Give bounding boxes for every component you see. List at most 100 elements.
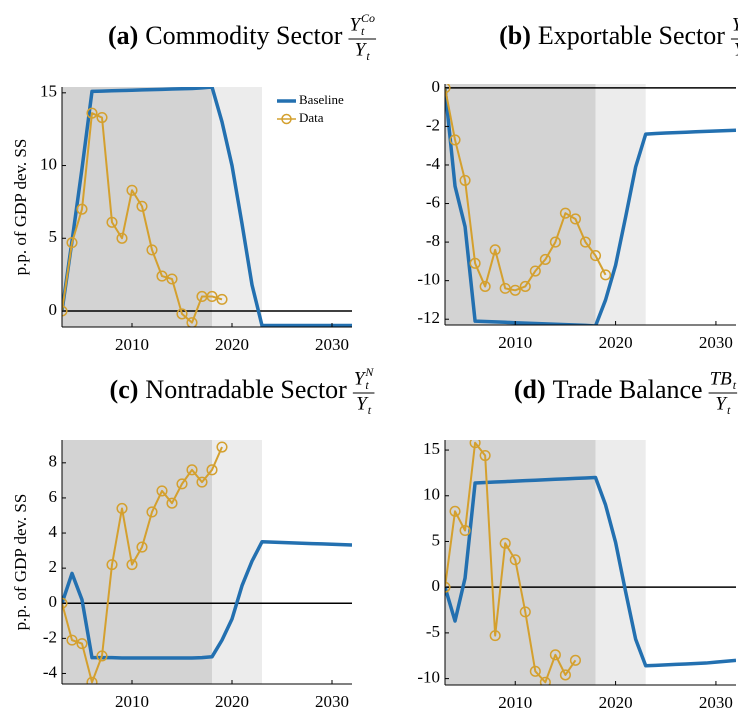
- data-point: [216, 441, 228, 453]
- data-point: [479, 449, 491, 462]
- title-text: (a) Commodity Sector: [108, 21, 343, 50]
- chart-title: (d) Trade Balance TB tY t: [514, 368, 738, 417]
- series-line: [62, 112, 223, 324]
- math-sub: t: [365, 378, 369, 392]
- data-point: [549, 649, 561, 661]
- y-tick-label: 0: [432, 576, 441, 595]
- data-point: [549, 236, 561, 248]
- data-point: [600, 269, 612, 281]
- title-fraction: Y NtY t: [352, 365, 375, 417]
- series-line: [445, 87, 736, 325]
- x-tick-label: 2020: [599, 333, 633, 352]
- data-point: [569, 654, 581, 666]
- data-point: [489, 244, 501, 256]
- data-point: [116, 502, 128, 515]
- x-tick-label: 2030: [315, 335, 349, 354]
- math-base: TB: [710, 368, 733, 389]
- math-base: Y: [349, 14, 362, 35]
- data-point: [449, 134, 461, 146]
- data-point: [449, 505, 461, 517]
- math-base: Y: [734, 39, 738, 60]
- math-sub: t: [366, 49, 370, 63]
- x-tick-label: 2010: [115, 692, 149, 711]
- y-tick-label: -4: [43, 662, 58, 681]
- x-tick-label: 2030: [699, 693, 733, 712]
- title-main: Nontradable Sector: [145, 375, 347, 404]
- data-point: [519, 280, 531, 292]
- data-point: [156, 485, 168, 497]
- title-fraction: TB tY t: [708, 368, 738, 417]
- data-point: [589, 250, 602, 262]
- data-point: [66, 634, 78, 646]
- y-tick-label: -8: [426, 231, 440, 250]
- math-sub: t: [733, 378, 737, 392]
- plot-area: [62, 440, 352, 684]
- series-line: [62, 540, 352, 660]
- numerator: Y Nt: [354, 365, 375, 392]
- math-base: Y: [356, 393, 369, 414]
- x-tick-label: 2030: [699, 333, 733, 352]
- y-tick-label: -6: [426, 192, 440, 211]
- y-tick-label: -12: [417, 308, 440, 327]
- data-point: [499, 282, 511, 294]
- data-point: [509, 554, 521, 566]
- y-tick-label: -4: [426, 154, 441, 173]
- data-point: [469, 257, 481, 269]
- y-tick-label: 5: [432, 530, 441, 549]
- data-point: [489, 630, 501, 642]
- y-tick-label: 0: [49, 300, 58, 319]
- title-fraction: YXt Yt: [730, 14, 738, 60]
- plot-area: [62, 87, 352, 327]
- math-base: Y: [732, 14, 738, 35]
- title-main: Commodity Sector: [145, 21, 343, 50]
- math-base: Y: [354, 368, 367, 389]
- x-tick-label: 2020: [215, 692, 249, 711]
- shaded-region: [595, 84, 646, 325]
- data-point: [509, 284, 521, 296]
- math-sub: t: [727, 403, 731, 417]
- title-main: Trade Balance: [553, 375, 703, 404]
- title-text: (b) Exportable Sector: [499, 21, 725, 50]
- x-tick-label: 2020: [215, 335, 249, 354]
- series-line: [445, 87, 607, 292]
- y-axis-label: p.p. of GDP dev. SS: [11, 139, 30, 276]
- data-point: [106, 559, 118, 571]
- data-point: [126, 559, 138, 571]
- series-line: [445, 475, 736, 668]
- data-point: [76, 638, 88, 650]
- y-tick-label: 0: [49, 592, 58, 611]
- title-prefix: (a): [108, 21, 138, 50]
- data-point: [176, 308, 188, 320]
- title-main: Exportable Sector: [538, 21, 725, 50]
- legend-label: Baseline: [299, 92, 344, 107]
- data-point: [459, 174, 471, 186]
- data-point: [529, 265, 541, 277]
- y-tick-label: -5: [426, 622, 440, 641]
- title-text: (d) Trade Balance: [514, 375, 703, 404]
- x-tick-label: 2030: [315, 692, 349, 711]
- data-point: [559, 207, 571, 219]
- data-point: [156, 270, 168, 282]
- title-prefix: (c): [110, 375, 139, 404]
- legend: Baseline Data: [273, 88, 351, 132]
- data-point: [96, 650, 108, 662]
- math-sub: t: [361, 24, 365, 38]
- data-point: [106, 216, 118, 228]
- y-tick-label: 6: [49, 487, 58, 506]
- data-point: [76, 203, 88, 215]
- y-tick-label: 0: [432, 77, 441, 96]
- data-point: [559, 669, 571, 681]
- data-point: [166, 497, 178, 509]
- data-point: [206, 290, 218, 303]
- data-point: [116, 232, 128, 244]
- legend-label: Data: [299, 110, 324, 125]
- data-point: [86, 107, 98, 119]
- math-sup: Co: [361, 11, 375, 25]
- data-point: [579, 236, 592, 248]
- y-tick-label: 4: [49, 522, 58, 541]
- data-point: [186, 317, 198, 327]
